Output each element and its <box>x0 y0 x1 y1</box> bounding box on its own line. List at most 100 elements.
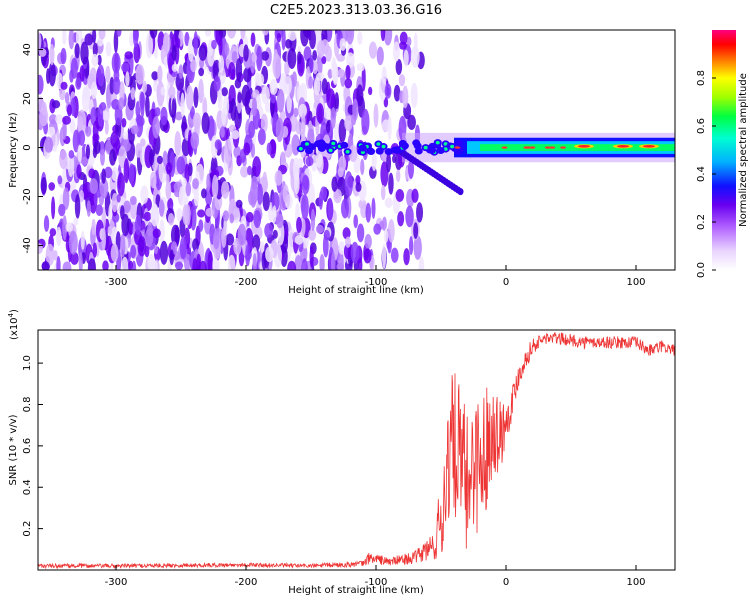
noise-blob <box>410 45 420 68</box>
noise-blob <box>152 228 161 239</box>
colorbar-tick-label: 0.0 <box>696 262 707 278</box>
noise-blob <box>256 183 264 205</box>
y-tick-label: 0.8 <box>22 397 33 413</box>
noise-blob <box>386 152 392 173</box>
noise-blob <box>395 169 401 183</box>
signal-blob <box>358 144 367 152</box>
noise-blob <box>252 156 262 178</box>
noise-blob <box>174 261 184 270</box>
colorbar-gradient <box>712 30 736 270</box>
noise-blob <box>97 54 102 66</box>
noise-blob <box>78 129 86 146</box>
noise-blob <box>352 98 359 122</box>
noise-blob <box>84 33 94 46</box>
noise-blob <box>98 30 106 40</box>
noise-blob <box>130 125 139 135</box>
noise-blob <box>197 209 206 218</box>
noise-blob <box>397 211 405 227</box>
noise-blob <box>384 83 392 99</box>
hot-spot <box>560 146 567 149</box>
noise-blob <box>331 176 338 192</box>
noise-blob <box>339 38 347 51</box>
noise-blob <box>399 31 408 45</box>
noise-blob <box>293 107 299 118</box>
noise-blob <box>229 213 235 224</box>
snr-y-scale: (x104) <box>7 309 20 340</box>
noise-blob <box>147 221 153 237</box>
noise-blob <box>135 143 143 158</box>
noise-blob <box>213 75 221 92</box>
noise-blob <box>221 87 228 97</box>
noise-blob <box>282 184 289 204</box>
noise-blob <box>361 108 370 135</box>
noise-blob <box>135 214 142 236</box>
noise-blob <box>204 30 212 37</box>
noise-blob <box>344 78 353 89</box>
noise-blob <box>201 188 207 199</box>
hot-spot <box>454 146 461 149</box>
noise-blob <box>74 194 81 219</box>
noise-blob <box>262 30 269 36</box>
noise-blob <box>395 188 405 202</box>
noise-blob <box>77 116 84 132</box>
signal-core <box>435 140 440 145</box>
noise-blob <box>97 104 104 128</box>
spectrogram-heatmap <box>38 30 675 270</box>
noise-blob <box>70 251 79 265</box>
noise-blob <box>387 115 392 141</box>
noise-blob <box>326 88 336 109</box>
noise-blob <box>118 97 125 110</box>
y-tick-label: 0.2 <box>22 521 33 537</box>
signal-core <box>423 145 428 150</box>
noise-blob <box>60 47 67 65</box>
noise-blob <box>60 81 68 90</box>
signal-blob <box>366 147 375 155</box>
snr-y-ticks: 0.2 0.4 0.6 0.8 1.0 <box>22 355 43 537</box>
y-tick-label: 40 <box>22 43 33 56</box>
noise-blob <box>298 103 308 118</box>
noise-blob <box>178 64 184 79</box>
noise-blob <box>212 230 220 250</box>
noise-blob <box>334 92 340 110</box>
noise-blob <box>243 44 249 62</box>
noise-blob <box>140 138 146 147</box>
signal-core <box>304 142 309 146</box>
signal-core <box>450 144 455 149</box>
noise-blob <box>346 52 355 68</box>
noise-blob <box>128 260 133 270</box>
signal-blob <box>400 142 409 150</box>
noise-blob <box>260 51 270 61</box>
noise-blob <box>192 112 201 130</box>
noise-blob <box>101 227 106 251</box>
noise-blob <box>231 130 240 140</box>
noise-blob <box>342 227 351 240</box>
noise-blob <box>125 71 130 87</box>
noise-blob <box>307 182 315 207</box>
noise-blob <box>111 166 119 182</box>
noise-blob <box>336 262 345 270</box>
noise-blob <box>62 187 70 211</box>
noise-blob <box>365 202 372 223</box>
noise-blob <box>150 171 157 189</box>
noise-blob <box>312 60 318 75</box>
noise-blob <box>233 207 240 218</box>
colorbar-ticks: 0.0 0.2 0.4 0.6 0.8 <box>696 70 716 278</box>
spectrogram-x-label: Height of straight line (km) <box>288 285 424 296</box>
noise-blob <box>310 208 316 231</box>
noise-blob <box>121 213 130 237</box>
noise-blob <box>413 235 422 260</box>
snr-series-line <box>38 332 675 570</box>
noise-blob <box>85 144 91 160</box>
noise-blob <box>301 258 308 270</box>
noise-blob <box>68 30 75 50</box>
noise-blob <box>180 92 185 118</box>
signal-core <box>345 149 350 154</box>
noise-blob <box>66 104 72 117</box>
noise-blob <box>51 196 56 220</box>
noise-blob <box>383 30 393 46</box>
noise-blob <box>62 261 72 270</box>
x-tick-label: -100 <box>365 577 388 588</box>
colorbar: 0.0 0.2 0.4 0.6 0.8 Normalized spectral ampl… <box>696 30 749 278</box>
noise-blob <box>46 68 51 84</box>
x-tick-label: -200 <box>235 577 258 588</box>
